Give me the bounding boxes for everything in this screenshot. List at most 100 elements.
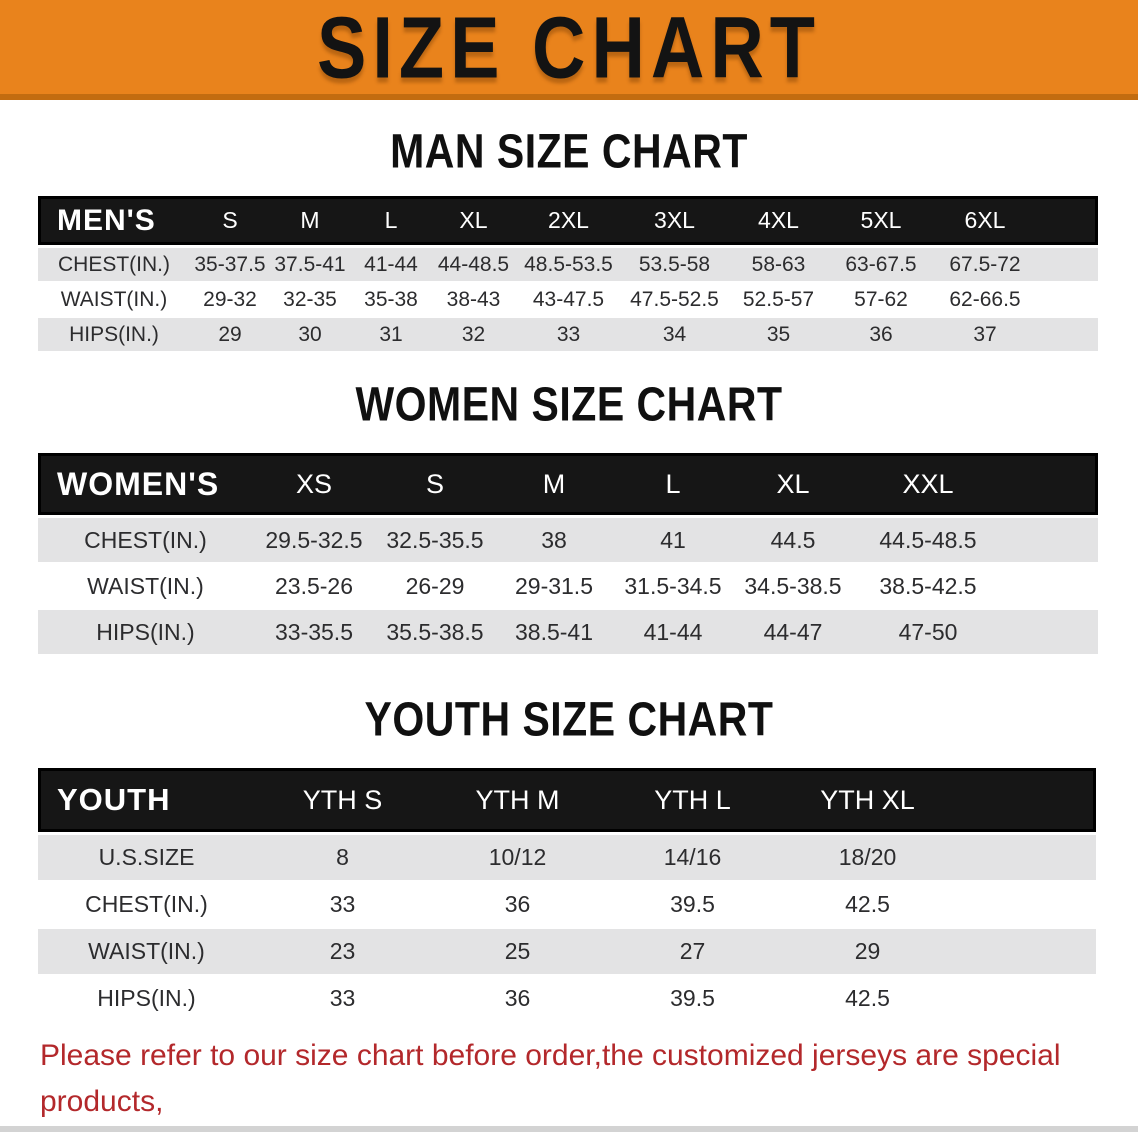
spacer-cell [1003,610,1098,656]
size-cell: 32-35 [270,283,350,318]
women-hips-row: HIPS(IN.) 33-35.5 35.5-38.5 38.5-41 41-4… [38,610,1098,656]
size-cell: 47-50 [853,610,1003,656]
row-label: WAIST(IN.) [38,564,253,610]
row-label: CHEST(IN.) [38,245,190,283]
size-cell: 33 [255,882,430,929]
size-column-header: L [350,196,432,245]
disclaimer-line-1: Please refer to our size chart before or… [40,1039,1061,1118]
spacer-cell [955,929,1096,976]
size-column-header: 6XL [932,196,1038,245]
size-cell: 44.5-48.5 [853,515,1003,564]
size-cell: 33 [255,976,430,1023]
size-cell: 42.5 [780,976,955,1023]
size-cell: 37 [932,318,1038,353]
size-cell: 32 [432,318,515,353]
size-column-header: XL [733,453,853,515]
size-cell: 33 [515,318,622,353]
size-column-header: YTH M [430,768,605,832]
women-size-table: WOMEN'S XS S M L XL XXL CHEST(IN.) 29.5-… [38,453,1098,656]
size-cell: 39.5 [605,882,780,929]
size-cell: 36 [430,976,605,1023]
women-header-row: WOMEN'S XS S M L XL XXL [38,453,1098,515]
size-cell: 10/12 [430,832,605,882]
size-cell: 33-35.5 [253,610,375,656]
spacer-cell [955,768,1096,832]
women-heading-text: WOMEN SIZE CHART [355,376,783,432]
size-cell: 32.5-35.5 [375,515,495,564]
youth-ussize-row: U.S.SIZE 8 10/12 14/16 18/20 [38,832,1096,882]
size-cell: 23.5-26 [253,564,375,610]
size-column-header: YTH S [255,768,430,832]
size-column-header: 4XL [727,196,830,245]
size-cell: 36 [830,318,932,353]
youth-table-title: YOUTH [38,768,255,832]
size-cell: 36 [430,882,605,929]
size-cell: 44-47 [733,610,853,656]
size-column-header: L [613,453,733,515]
size-cell: 27 [605,929,780,976]
women-section-heading: WOMEN SIZE CHART [0,377,1138,431]
size-cell: 29.5-32.5 [253,515,375,564]
spacer-cell [1003,564,1098,610]
men-table-title: MEN'S [38,196,190,245]
size-column-header: 3XL [622,196,727,245]
size-cell: 57-62 [830,283,932,318]
size-cell: 31.5-34.5 [613,564,733,610]
men-heading-text: MAN SIZE CHART [390,123,748,179]
row-label: U.S.SIZE [38,832,255,882]
row-label: CHEST(IN.) [38,882,255,929]
women-table-title: WOMEN'S [38,453,253,515]
youth-section-heading: YOUTH SIZE CHART [0,692,1138,746]
size-cell: 62-66.5 [932,283,1038,318]
page-title: SIZE CHART [317,0,821,96]
row-label: WAIST(IN.) [38,929,255,976]
men-chest-row: CHEST(IN.) 35-37.5 37.5-41 41-44 44-48.5… [38,245,1098,283]
size-cell: 42.5 [780,882,955,929]
size-column-header: S [190,196,270,245]
size-cell: 31 [350,318,432,353]
size-cell: 26-29 [375,564,495,610]
size-column-header: M [495,453,613,515]
size-cell: 41-44 [613,610,733,656]
size-cell: 30 [270,318,350,353]
size-column-header: YTH XL [780,768,955,832]
men-size-table: MEN'S S M L XL 2XL 3XL 4XL 5XL 6XL CHEST… [38,196,1098,353]
size-column-header: S [375,453,495,515]
size-cell: 35 [727,318,830,353]
size-cell: 29-31.5 [495,564,613,610]
size-cell: 23 [255,929,430,976]
youth-chest-row: CHEST(IN.) 33 36 39.5 42.5 [38,882,1096,929]
size-cell: 53.5-58 [622,245,727,283]
size-cell: 67.5-72 [932,245,1038,283]
size-cell: 8 [255,832,430,882]
spacer-cell [955,976,1096,1023]
size-cell: 47.5-52.5 [622,283,727,318]
size-cell: 38.5-42.5 [853,564,1003,610]
row-label: HIPS(IN.) [38,976,255,1023]
size-cell: 43-47.5 [515,283,622,318]
size-column-header: XS [253,453,375,515]
size-cell: 35-38 [350,283,432,318]
size-cell: 29 [780,929,955,976]
spacer-cell [1038,318,1098,353]
men-header-row: MEN'S S M L XL 2XL 3XL 4XL 5XL 6XL [38,196,1098,245]
size-cell: 48.5-53.5 [515,245,622,283]
size-cell: 41-44 [350,245,432,283]
size-cell: 14/16 [605,832,780,882]
youth-waist-row: WAIST(IN.) 23 25 27 29 [38,929,1096,976]
youth-size-table: YOUTH YTH S YTH M YTH L YTH XL U.S.SIZE … [38,768,1096,1023]
size-cell: 35.5-38.5 [375,610,495,656]
size-column-header: 5XL [830,196,932,245]
row-label: HIPS(IN.) [38,318,190,353]
disclaimer: Please refer to our size chart before or… [40,1033,1138,1132]
size-column-header: M [270,196,350,245]
size-cell: 63-67.5 [830,245,932,283]
bottom-divider [0,1126,1138,1132]
size-cell: 18/20 [780,832,955,882]
spacer-cell [955,882,1096,929]
youth-heading-text: YOUTH SIZE CHART [364,691,774,747]
size-cell: 34.5-38.5 [733,564,853,610]
men-hips-row: HIPS(IN.) 29 30 31 32 33 34 35 36 37 [38,318,1098,353]
spacer-cell [1038,283,1098,318]
